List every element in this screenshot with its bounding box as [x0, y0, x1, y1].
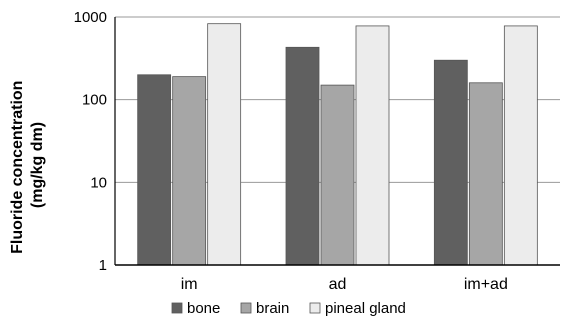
legend-label: pineal gland [325, 300, 406, 317]
legend-swatch [309, 302, 321, 314]
bar [468, 82, 503, 266]
legend-swatch [171, 302, 183, 314]
y-tick-label: 100 [82, 92, 107, 109]
x-category-label: ad [329, 276, 347, 293]
bars-layer [137, 23, 538, 266]
bar [320, 84, 355, 266]
legend-label: brain [256, 300, 289, 317]
y-tick-label: 10 [90, 174, 107, 191]
legend: bone brain pineal gland [171, 300, 406, 317]
bar [207, 23, 242, 266]
bar [137, 74, 172, 266]
legend-swatch [240, 302, 252, 314]
x-category-label: im [181, 276, 198, 293]
bar [355, 25, 390, 266]
legend-label: bone [187, 300, 220, 317]
y-tick-label: 1 [99, 257, 107, 274]
axis-layer [114, 17, 560, 266]
bar [172, 76, 207, 266]
y-tick-label: 1000 [74, 9, 107, 26]
y-axis-label: Fluoride concentration (mg/kg dm) [9, 76, 46, 254]
y-axis-label-line2: (mg/kg dm) [29, 122, 46, 208]
bar [433, 59, 468, 266]
y-axis-label-line1: Fluoride concentration [9, 81, 26, 254]
bar [503, 25, 538, 266]
x-category-label: im+ad [464, 276, 508, 293]
category-label-layer: im ad im+ad [181, 276, 508, 293]
tick-label-layer: 1 10 100 1000 [74, 9, 107, 274]
bar [285, 46, 320, 266]
